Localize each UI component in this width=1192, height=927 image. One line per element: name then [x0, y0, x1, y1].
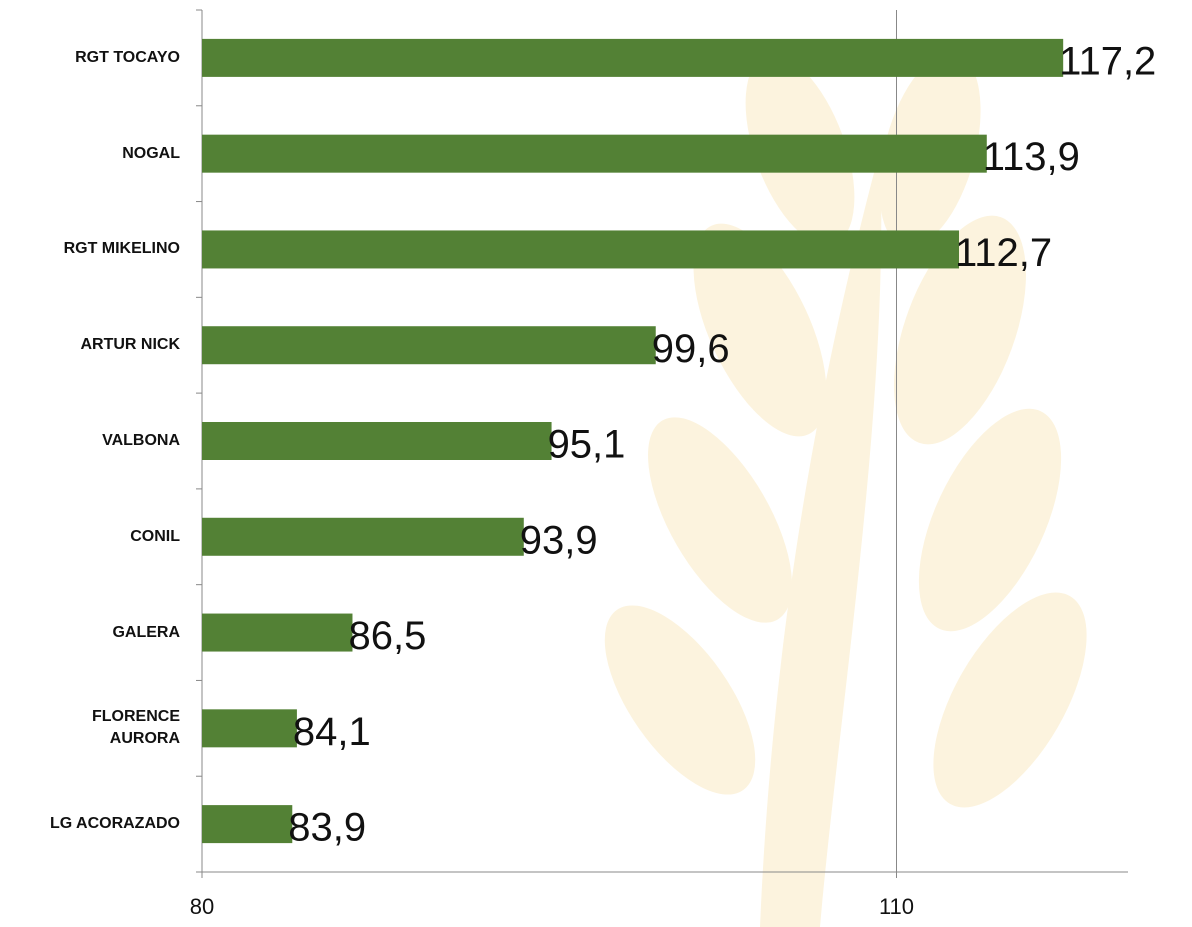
value-label: 113,9 — [983, 135, 1080, 179]
bar — [202, 517, 524, 556]
background-wheat — [604, 52, 1087, 927]
y-tick-label: NOGAL — [122, 144, 180, 162]
y-tick-label: LG ACORAZADO — [49, 815, 180, 833]
value-label: 95,1 — [548, 423, 626, 467]
bar — [202, 230, 960, 269]
value-label: 112,7 — [955, 231, 1052, 275]
x-tick-label: 80 — [190, 894, 214, 919]
x-tick-label: 110 — [879, 894, 914, 919]
y-tick-label: FLORENCE AURORA — [92, 708, 180, 748]
bar — [202, 134, 987, 173]
value-label: 99,6 — [652, 327, 730, 371]
value-label: 83,9 — [288, 806, 366, 850]
bar — [202, 805, 293, 844]
value-label: 86,5 — [348, 614, 426, 658]
bar — [202, 613, 353, 652]
bar — [202, 709, 297, 748]
y-tick-label: RGT MIKELINO — [63, 240, 180, 258]
y-tick-label: RGT TOCAYO — [75, 48, 180, 66]
bar — [202, 326, 656, 365]
value-label: 84,1 — [293, 710, 371, 754]
y-tick-label: ARTUR NICK — [80, 336, 180, 354]
y-tick-label: VALBONA — [102, 432, 180, 449]
bar — [202, 38, 1064, 77]
value-label: 93,9 — [520, 518, 598, 562]
value-label: 117,2 — [1059, 39, 1156, 83]
y-tick-label: GALERA — [112, 623, 180, 641]
bar — [202, 422, 552, 460]
y-tick-label: CONIL — [130, 527, 180, 545]
